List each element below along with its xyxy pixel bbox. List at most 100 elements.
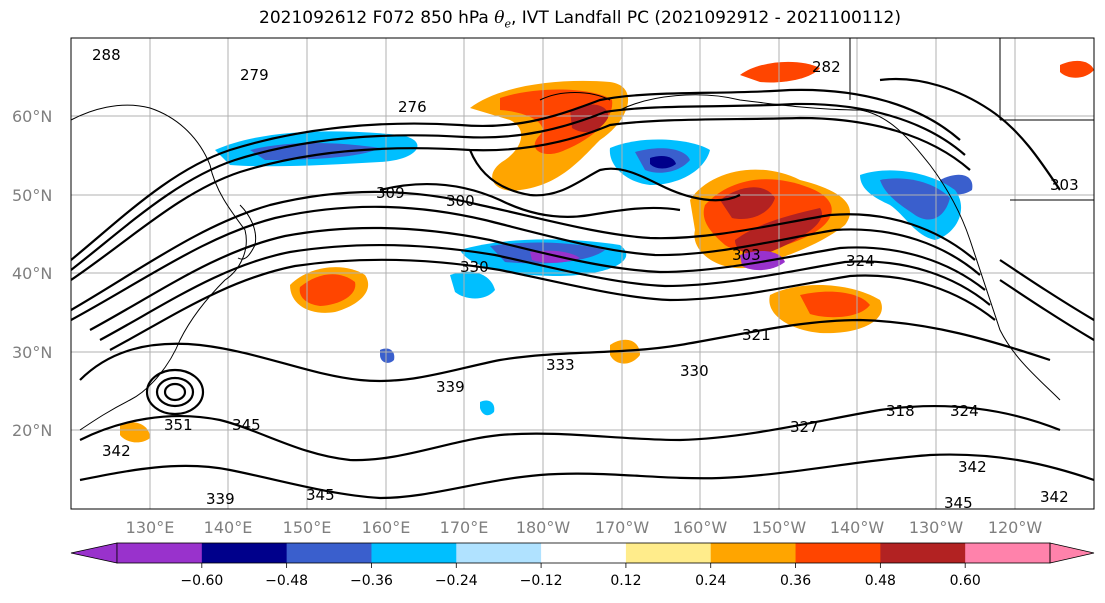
colorbar-tick-label: −0.48 [265,573,308,589]
colorbar-ticks: −0.60 −0.48 −0.36 −0.24 −0.12 0.12 0.24 0.36 0.4… [180,563,981,589]
map-frame [70,37,1095,510]
lon-label: 150°W [752,518,807,537]
contour-labels: 288 279 276 309 300 303 282 324 321 330 … [92,46,1079,512]
contour-line [79,453,1094,500]
colorbar-cell [286,543,372,563]
colorbar-tick-label: 0.12 [610,573,641,589]
title-subscript: e [504,17,511,31]
colorbar-cell [795,543,881,563]
lat-label-20n: 20°N [12,421,52,440]
colorbar-frame [116,542,1051,564]
contour-label: 330 [680,362,709,380]
colorbar: −0.60 −0.48 −0.36 −0.24 −0.12 0.12 0.24 0.36 0.4… [70,542,1095,589]
colorbar-tick-label: −0.36 [350,573,393,589]
coastline-asia [71,104,247,431]
contour-line [71,116,971,281]
longitude-labels: 130°E 140°E 150°E 160°E 170°E 180°W 170°… [126,518,1043,537]
contour-label: 342 [958,458,987,476]
contour-line [79,404,1061,462]
contour-label: 318 [886,402,915,420]
contour-line [99,243,991,341]
coastline-north-america [619,94,1061,401]
contour-line [879,78,1061,191]
colorbar-cell [117,543,203,563]
contour-label: 342 [102,442,131,460]
colorbar-tick-label: −0.60 [180,573,223,589]
shade-cool-13 [480,400,495,416]
lon-label: 120°W [988,518,1043,537]
coastlines [71,38,1094,431]
contour-line [89,226,986,331]
contour-label: 288 [92,46,121,64]
colorbar-tick-label: 0.24 [695,573,726,589]
contour-label: 345 [944,494,973,512]
lat-label-40n: 40°N [12,264,52,283]
contour-line [71,88,961,261]
lon-label: 170°E [440,518,489,537]
map-title: 2021092612 F072 850 hPa θe, IVT Landfall… [0,8,1105,30]
title-suffix: , IVT Landfall PC (2021092912 - 20211001… [510,8,901,28]
colorbar-cell [371,543,457,563]
lat-label-60n: 60°N [12,107,52,126]
contour-label: 339 [436,378,465,396]
contour-label: 345 [306,486,335,504]
contour-label: 324 [950,402,979,420]
colorbar-extend-min [70,542,118,564]
shade-cool-5 [650,156,676,169]
lon-label: 160°W [673,518,728,537]
shade-cool-12 [740,250,785,271]
map-panel: 288 279 276 309 300 303 282 324 321 330 … [70,37,1095,512]
contour-label: 345 [232,416,261,434]
contour-label: 327 [790,418,819,436]
shade-cool-11 [450,271,495,299]
contour-line [999,259,1094,321]
colorbar-cell [710,543,797,563]
colorbar-cell [456,543,542,563]
lon-label: 140°W [830,518,885,537]
contour-line [71,205,981,321]
colorbar-tick-label: −0.12 [520,573,563,589]
contour-line [79,318,1051,383]
political-borders [849,38,1094,201]
colorbar-tick-label: −0.24 [435,573,478,589]
latitude-labels: 60°N 50°N 40°N 30°N 20°N [12,107,52,440]
lon-label: 130°E [126,518,175,537]
lat-label-50n: 50°N [12,186,52,205]
contour-label: 324 [846,252,875,270]
title-symbol: θ [494,8,505,28]
colorbar-cell [541,543,627,563]
contour-label: 339 [206,490,235,508]
lon-label: 130°W [909,518,964,537]
shade-warm-11 [800,291,870,318]
contour-label: 282 [812,58,841,76]
lon-label: 160°E [362,518,411,537]
contour-closed [155,376,195,408]
contour-label: 351 [164,416,193,434]
lon-label: 180°W [516,518,571,537]
colorbar-cell [880,543,966,563]
contour-closed [145,368,205,416]
colorbar-cell [625,543,712,563]
contour-line [71,190,976,311]
contour-label: 279 [240,66,269,84]
colorbar-cell [201,543,288,563]
contour-line [468,149,741,202]
contour-line [999,279,1094,341]
shade-warm-15 [120,422,150,443]
lon-label: 170°W [595,518,650,537]
contour-label: 309 [376,184,405,202]
theta-e-contours [71,78,1094,500]
contour-label: 300 [446,192,475,210]
lon-label: 150°E [283,518,332,537]
contour-closed [163,382,187,402]
coastline-aleutians [539,92,611,101]
contour-line [109,258,996,351]
shade-warm-9 [299,274,356,306]
contour-label: 342 [1040,488,1069,506]
colorbar-tick-label: 0.36 [780,573,811,589]
contour-label: 321 [742,326,771,344]
contour-label: 330 [460,258,489,276]
lat-label-30n: 30°N [12,343,52,362]
colorbar-tick-label: 0.48 [865,573,896,589]
